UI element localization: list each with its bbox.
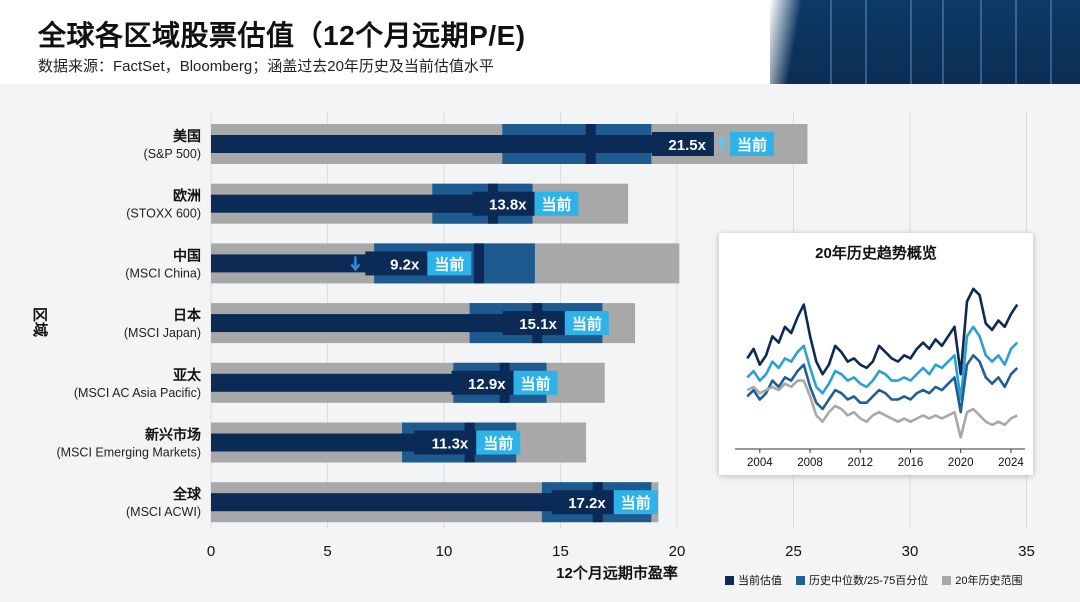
current-tag: 当前	[737, 136, 767, 154]
region-name: 新兴市场	[145, 427, 201, 443]
legend-item-range: 20年历史范围	[942, 572, 1022, 588]
region-name: 全球	[172, 486, 202, 502]
x-tick-label: 20	[669, 543, 686, 560]
x-tick-label: 5	[323, 543, 331, 560]
current-tag-bg	[513, 370, 558, 395]
median-marker	[585, 124, 596, 164]
current-value-bar	[211, 433, 475, 452]
inset-series-line-2	[746, 354, 1019, 414]
inset-series-line-0	[746, 287, 1019, 376]
current-tag: 当前	[434, 255, 464, 273]
inset-series-line-3	[746, 379, 1018, 439]
current-value-label-bg	[414, 430, 477, 455]
legend-label: 20年历史范围	[955, 575, 1023, 587]
inset-x-tick-label: 2020	[948, 457, 974, 469]
region-name: 中国	[173, 247, 201, 263]
legend-swatch-icon	[725, 575, 734, 585]
current-tag-bg	[427, 251, 472, 276]
current-tag: 当前	[572, 315, 602, 333]
current-value-label-bg	[651, 132, 714, 156]
inset-title: 20年历史趋势概览	[815, 245, 937, 262]
region-index: (STOXX 600)	[126, 207, 201, 221]
page-subtitle: 数据来源：FactSet，Bloomberg；涵盖过去20年历史及当前估值水平	[38, 58, 494, 75]
inset-x-tick-label: 2024	[998, 457, 1024, 469]
current-value-label: 17.2x	[568, 495, 606, 512]
trend-inset-panel: 20年历史趋势概览 2004 2008 2012 2016 2020 2024	[719, 233, 1033, 475]
median-marker	[473, 243, 484, 284]
arrow-down-icon	[350, 256, 361, 272]
region-name: 亚太	[173, 367, 202, 383]
legend-swatch-icon	[796, 575, 805, 585]
current-value-label-bg	[502, 311, 565, 336]
current-value-label-bg	[472, 191, 535, 216]
current-tag-bg	[729, 132, 774, 156]
region-name: 美国	[173, 128, 201, 144]
current-tag: 当前	[483, 435, 513, 453]
x-tick-label: 35	[1018, 543, 1035, 560]
x-axis-label: 12个月远期市盈率	[556, 564, 678, 582]
current-value-bar	[211, 493, 612, 512]
current-value-label-bg	[551, 490, 614, 515]
region-index: (S&P 500)	[144, 147, 201, 161]
current-tag-bg	[613, 490, 658, 515]
current-value-bar	[211, 194, 533, 213]
inset-series-line-1	[746, 325, 1019, 401]
current-value-label: 12.9x	[468, 376, 506, 393]
current-value-label-bg	[451, 370, 514, 395]
legend-item-current: 当前估值	[725, 572, 782, 588]
current-tag-bg	[476, 430, 521, 455]
trend-line-chart: 2004 2008 2012 2016 2020 2024	[735, 287, 1025, 469]
x-tick-label: 15	[552, 543, 569, 560]
current-value-bar	[211, 135, 712, 153]
header: 全球各区域股票估值（12个月远期P/E) 数据来源：FactSet，Bloomb…	[0, 0, 1080, 84]
inset-x-tick-label: 2004	[747, 457, 773, 469]
x-tick-label: 25	[785, 543, 802, 560]
legend-swatch-icon	[942, 575, 952, 585]
legend: 当前估值 历史中位数/25-75百分位 20年历史范围	[725, 572, 1022, 588]
x-tick-label: 0	[207, 543, 215, 560]
legend-label: 历史中位数/25-75百分位	[809, 575, 929, 587]
current-tag-bg	[564, 311, 609, 336]
region-index: (MSCI ACWI)	[126, 505, 201, 519]
inset-x-tick-label: 2008	[797, 457, 823, 469]
region-name: 日本	[173, 307, 202, 323]
region-name: 欧洲	[173, 188, 201, 204]
current-value-label: 11.3x	[432, 436, 469, 453]
current-value-label-bg	[365, 251, 428, 276]
inset-x-tick-label: 2016	[898, 457, 924, 469]
region-index: (MSCI Emerging Markets)	[57, 446, 201, 460]
region-index: (MSCI AC Asia Pacific)	[74, 386, 201, 400]
current-tag: 当前	[621, 494, 651, 512]
page-title: 全球各区域股票估值（12个月远期P/E)	[38, 20, 526, 51]
current-value-bar	[211, 314, 563, 333]
current-tag: 当前	[542, 196, 572, 214]
region-index: (MSCI China)	[125, 266, 201, 280]
region-index: (MSCI Japan)	[124, 326, 201, 340]
current-value-bar	[211, 373, 512, 392]
current-value-label: 9.2x	[390, 256, 420, 273]
current-tag: 当前	[521, 375, 551, 393]
x-tick-label: 30	[902, 543, 919, 560]
legend-item-median: 历史中位数/25-75百分位	[796, 572, 928, 588]
x-tick-label: 10	[436, 543, 453, 560]
inset-x-tick-label: 2012	[847, 457, 873, 469]
current-value-label: 13.8x	[489, 197, 527, 214]
current-value-label: 21.5x	[668, 137, 706, 154]
y-axis-label: 区域	[31, 307, 49, 337]
header-decoration	[770, 0, 1080, 84]
arrow-up-icon	[717, 136, 727, 151]
legend-label: 当前估值	[738, 575, 782, 587]
current-tag-bg	[534, 191, 579, 216]
current-value-label: 15.1x	[519, 316, 557, 333]
